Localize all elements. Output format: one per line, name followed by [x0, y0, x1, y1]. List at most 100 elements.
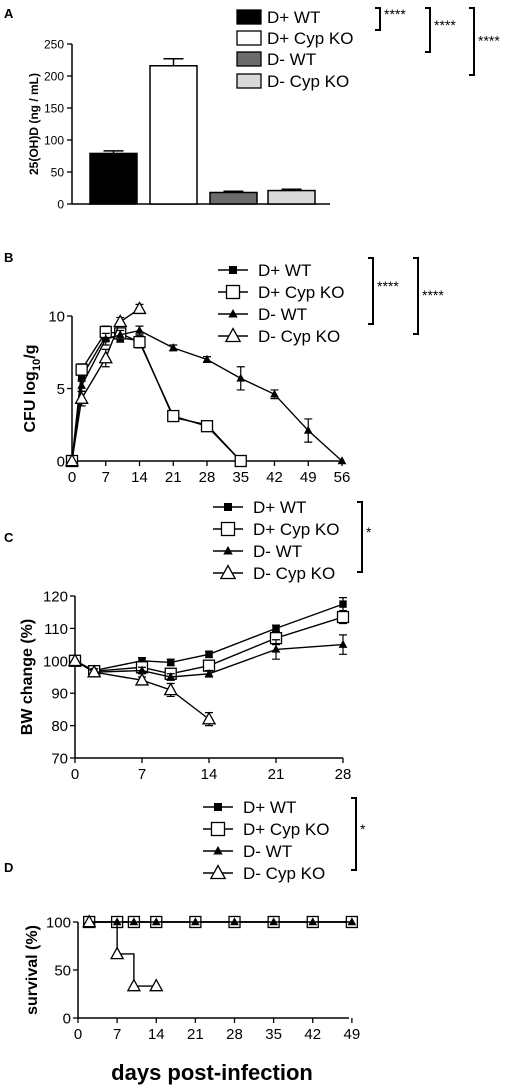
legend-marker [213, 845, 223, 855]
legend-marker [219, 564, 237, 580]
significance-a-3: **** [469, 7, 500, 76]
significance-bracket [413, 257, 419, 335]
x-tick-label-c: 21 [268, 766, 285, 783]
y-tick-label-a: 150 [44, 102, 64, 116]
panel-letter-b: B [4, 250, 13, 265]
data-point [134, 672, 150, 686]
significance-bracket [368, 257, 374, 325]
x-tick-label-c: 0 [71, 766, 79, 783]
bar-2 [149, 65, 198, 205]
data-point [201, 711, 217, 725]
y-tick-label-c: 120 [43, 589, 68, 606]
data-point [64, 453, 80, 467]
significance-b-2: **** [413, 257, 444, 335]
x-tick-label-c: 7 [138, 766, 146, 783]
legend-label: D+ Cyp KO [253, 520, 339, 539]
legend-label: D- Cyp KO [243, 864, 325, 883]
data-point [202, 354, 212, 363]
y-tick-label-c: 90 [51, 686, 68, 703]
significance-label: * [360, 821, 366, 837]
data-point [200, 420, 214, 433]
x-tick-label-b: 14 [131, 469, 148, 486]
legend-label: D+ WT [253, 498, 306, 517]
significance-label: **** [422, 287, 444, 303]
data-point [113, 314, 128, 328]
y-tick-label-b: 0 [57, 454, 65, 471]
legend-marker [210, 821, 226, 837]
legend-label-a: D- WT [267, 50, 316, 69]
bar-1 [89, 152, 138, 205]
legend-marker [214, 803, 222, 811]
significance-bracket [375, 7, 381, 31]
x-tick-label-b: 35 [232, 469, 249, 486]
data-point [132, 301, 147, 315]
x-axis-label-bottom: days post-infection [111, 1060, 313, 1085]
y-tick-label-c: 100 [43, 653, 68, 670]
legend-label-a: D+ Cyp KO [267, 29, 353, 48]
x-tick-label-b: 49 [300, 469, 317, 486]
legend-label: D- Cyp KO [253, 564, 335, 583]
data-point [151, 917, 161, 926]
data-point [230, 917, 239, 926]
y-tick-label-d: 100 [46, 915, 71, 932]
legend-label: D+ WT [243, 798, 296, 817]
legend-marker [224, 327, 242, 343]
data-point [133, 335, 146, 349]
data-point [347, 917, 357, 926]
significance-bracket [357, 501, 363, 573]
x-tick-label-b: 21 [165, 469, 182, 486]
y-axis-label-b: CFU log10/g [22, 345, 43, 433]
y-tick-label-b: 10 [48, 309, 65, 326]
legend-marker [228, 308, 238, 318]
data-point [163, 682, 178, 696]
x-tick-label-d: 14 [148, 1026, 165, 1043]
y-tick-label-c: 80 [51, 718, 68, 735]
data-point [339, 600, 347, 608]
data-point [82, 914, 97, 928]
data-point [129, 917, 139, 926]
y-tick-label-d: 0 [63, 1011, 71, 1028]
x-tick-label-c: 14 [201, 766, 218, 783]
legend-a: D+ WT D+ Cyp KO D- WT D- Cyp KO [236, 8, 353, 91]
series-c-4 [67, 653, 217, 727]
y-tick-label-a: 250 [44, 38, 64, 52]
data-point [75, 363, 88, 376]
x-tick-label-d: 35 [265, 1026, 282, 1043]
y-tick-label-a: 200 [44, 70, 64, 84]
significance-label: **** [434, 17, 456, 33]
significance-label: **** [478, 33, 500, 49]
series-b-2 [65, 325, 247, 468]
legend-label: D- WT [253, 542, 302, 561]
y-axis-label-d: survival (%) [24, 925, 41, 1015]
y-tick-label-a: 0 [57, 198, 64, 212]
legend-marker [229, 266, 237, 274]
data-point [303, 425, 313, 434]
legend-label-a: D+ WT [267, 8, 320, 27]
series-b-3 [67, 325, 347, 465]
legend-label: D- Cyp KO [258, 327, 340, 346]
data-point [167, 658, 175, 667]
data-point [67, 653, 83, 667]
legend-marker [209, 864, 227, 880]
y-tick-label-b: 5 [57, 381, 65, 398]
data-point [338, 639, 348, 648]
significance-b-1: **** [368, 257, 399, 325]
x-tick-label-d: 7 [113, 1026, 121, 1043]
data-point [135, 325, 144, 334]
data-point [98, 350, 113, 364]
panel-letter-a: A [4, 6, 14, 21]
legend-marker [220, 521, 236, 537]
y-tick-label-c: 110 [44, 621, 68, 638]
data-point [336, 610, 350, 624]
data-point [109, 946, 125, 960]
legend-swatch-a [236, 51, 262, 67]
series-line [71, 329, 343, 462]
data-point [191, 917, 200, 926]
panel-letter-d: D [4, 860, 13, 875]
x-tick-label-d: 49 [344, 1026, 361, 1043]
x-tick-label-d: 0 [74, 1026, 82, 1043]
data-point [271, 644, 281, 653]
y-tick-label-a: 100 [44, 134, 64, 148]
data-point [167, 409, 180, 423]
data-point [308, 917, 318, 926]
